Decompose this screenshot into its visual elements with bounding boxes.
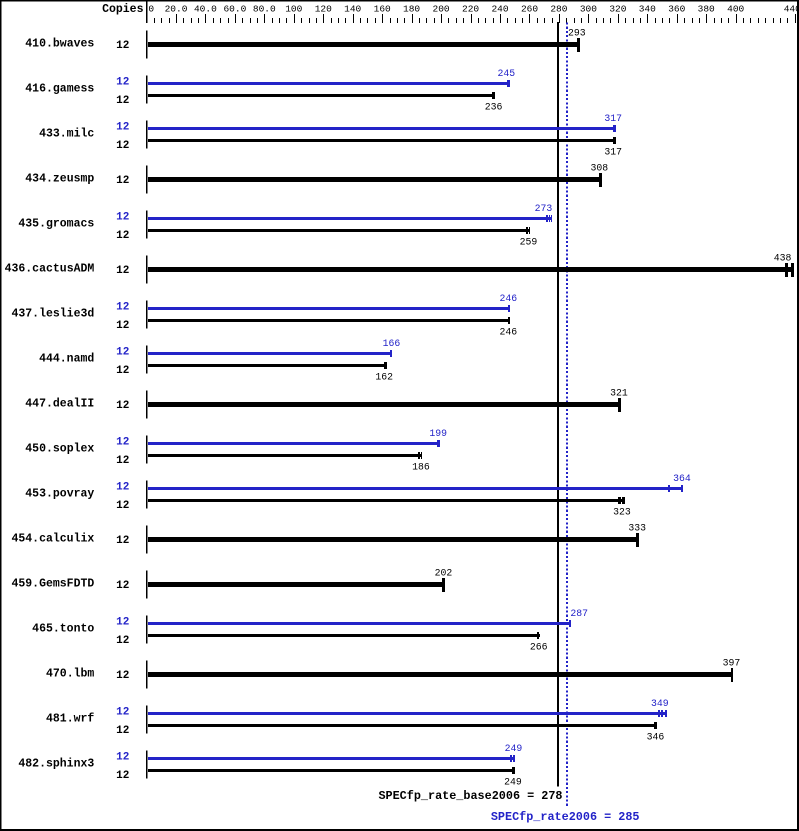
svg-text:364: 364 — [673, 473, 691, 484]
svg-text:12: 12 — [116, 616, 129, 628]
svg-text:166: 166 — [383, 338, 401, 349]
svg-text:259: 259 — [520, 236, 538, 247]
svg-text:0: 0 — [148, 4, 154, 15]
svg-text:435.gromacs: 435.gromacs — [18, 218, 94, 231]
svg-text:438: 438 — [774, 253, 792, 264]
svg-text:300: 300 — [580, 4, 597, 15]
svg-text:SPECfp_rate_base2006 = 278: SPECfp_rate_base2006 = 278 — [378, 789, 562, 803]
svg-text:12: 12 — [116, 535, 129, 547]
svg-text:12: 12 — [116, 265, 129, 277]
svg-text:246: 246 — [499, 293, 517, 304]
svg-text:317: 317 — [604, 146, 622, 157]
svg-text:397: 397 — [723, 658, 741, 669]
svg-text:236: 236 — [485, 101, 503, 112]
svg-text:162: 162 — [375, 371, 393, 382]
svg-text:12: 12 — [116, 121, 129, 133]
svg-text:12: 12 — [116, 481, 129, 493]
svg-text:12: 12 — [116, 400, 129, 412]
svg-text:317: 317 — [604, 113, 622, 124]
svg-text:20.0: 20.0 — [165, 4, 188, 15]
svg-text:12: 12 — [116, 346, 129, 358]
svg-text:40.0: 40.0 — [194, 4, 217, 15]
svg-text:12: 12 — [116, 706, 129, 718]
svg-text:266: 266 — [530, 641, 548, 652]
svg-text:436.cactusADM: 436.cactusADM — [5, 263, 95, 276]
svg-text:482.sphinx3: 482.sphinx3 — [18, 758, 94, 771]
svg-text:470.lbm: 470.lbm — [46, 668, 94, 681]
svg-text:260: 260 — [521, 4, 538, 15]
svg-text:453.povray: 453.povray — [25, 488, 94, 501]
svg-text:416.gamess: 416.gamess — [25, 83, 94, 96]
svg-text:12: 12 — [116, 140, 129, 152]
svg-text:410.bwaves: 410.bwaves — [25, 38, 94, 51]
svg-text:160: 160 — [374, 4, 391, 15]
svg-text:308: 308 — [590, 163, 608, 174]
svg-text:SPECfp_rate2006 = 285: SPECfp_rate2006 = 285 — [491, 810, 640, 824]
svg-text:340: 340 — [639, 4, 656, 15]
svg-text:440: 440 — [784, 4, 799, 15]
svg-text:400: 400 — [727, 4, 744, 15]
svg-text:321: 321 — [610, 388, 628, 399]
svg-text:12: 12 — [116, 40, 129, 52]
svg-text:Copies: Copies — [102, 3, 144, 16]
svg-text:465.tonto: 465.tonto — [32, 623, 94, 636]
svg-text:140: 140 — [344, 4, 361, 15]
svg-text:245: 245 — [497, 68, 515, 79]
svg-text:12: 12 — [116, 95, 129, 107]
svg-text:273: 273 — [535, 203, 553, 214]
svg-text:246: 246 — [499, 326, 517, 337]
svg-text:450.soplex: 450.soplex — [25, 443, 94, 456]
svg-text:447.dealII: 447.dealII — [25, 398, 94, 411]
svg-text:12: 12 — [116, 670, 129, 682]
svg-text:293: 293 — [568, 28, 586, 39]
svg-text:12: 12 — [116, 500, 129, 512]
svg-text:249: 249 — [504, 776, 522, 787]
svg-text:12: 12 — [116, 770, 129, 782]
svg-text:220: 220 — [462, 4, 479, 15]
svg-text:12: 12 — [116, 230, 129, 242]
svg-text:320: 320 — [609, 4, 626, 15]
svg-text:360: 360 — [668, 4, 685, 15]
svg-text:199: 199 — [429, 428, 447, 439]
svg-text:380: 380 — [698, 4, 715, 15]
svg-text:454.calculix: 454.calculix — [11, 533, 94, 546]
svg-text:180: 180 — [403, 4, 420, 15]
svg-text:437.leslie3d: 437.leslie3d — [11, 308, 94, 321]
svg-text:444.namd: 444.namd — [39, 353, 94, 366]
svg-text:240: 240 — [491, 4, 508, 15]
svg-text:80.0: 80.0 — [253, 4, 276, 15]
svg-text:459.GemsFDTD: 459.GemsFDTD — [11, 578, 94, 591]
svg-text:12: 12 — [116, 175, 129, 187]
svg-text:202: 202 — [435, 568, 453, 579]
svg-text:323: 323 — [613, 506, 631, 517]
svg-text:434.zeusmp: 434.zeusmp — [25, 173, 94, 186]
svg-text:12: 12 — [116, 365, 129, 377]
svg-text:249: 249 — [505, 743, 523, 754]
svg-text:12: 12 — [116, 76, 129, 88]
svg-text:100: 100 — [285, 4, 302, 15]
svg-text:60.0: 60.0 — [223, 4, 246, 15]
svg-text:12: 12 — [116, 436, 129, 448]
svg-text:12: 12 — [116, 301, 129, 313]
svg-text:12: 12 — [116, 635, 129, 647]
svg-text:12: 12 — [116, 320, 129, 332]
svg-text:12: 12 — [116, 455, 129, 467]
svg-text:346: 346 — [647, 731, 665, 742]
svg-text:12: 12 — [116, 725, 129, 737]
svg-text:287: 287 — [570, 608, 588, 619]
svg-text:349: 349 — [651, 698, 669, 709]
svg-text:12: 12 — [116, 580, 129, 592]
svg-text:333: 333 — [628, 523, 646, 534]
svg-text:12: 12 — [116, 211, 129, 223]
svg-text:280: 280 — [550, 4, 567, 15]
svg-text:186: 186 — [412, 461, 430, 472]
svg-text:200: 200 — [433, 4, 450, 15]
svg-text:12: 12 — [116, 751, 129, 763]
svg-text:433.milc: 433.milc — [39, 128, 94, 141]
svg-text:481.wrf: 481.wrf — [46, 713, 94, 726]
svg-text:120: 120 — [315, 4, 332, 15]
